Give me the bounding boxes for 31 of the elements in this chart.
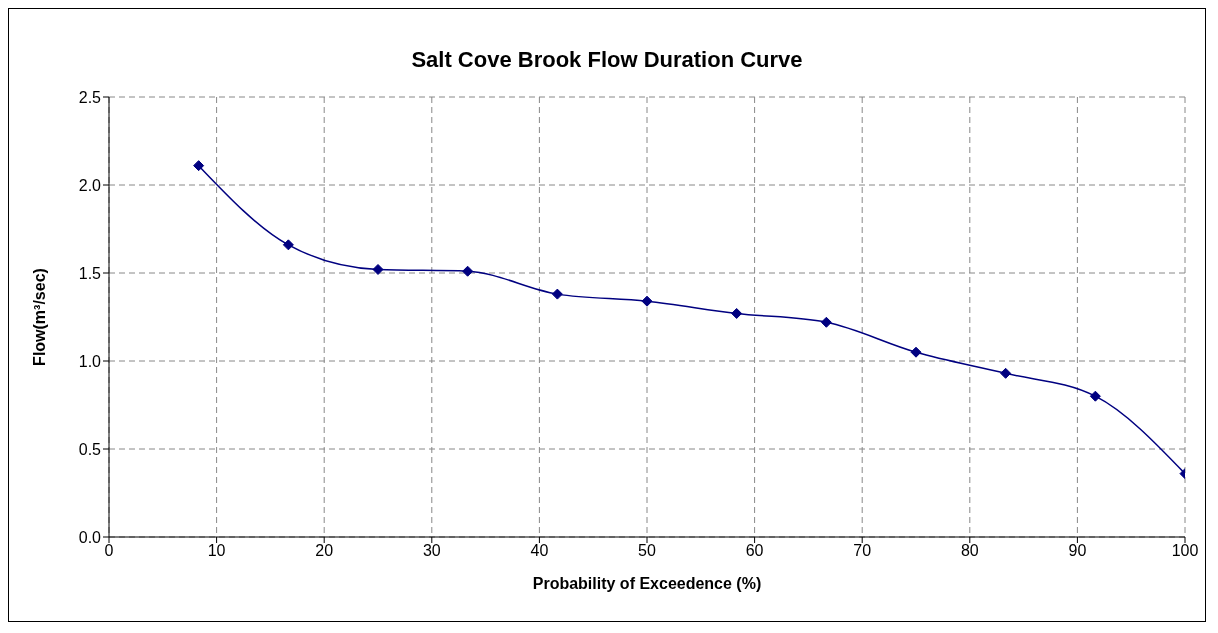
y-tick-label: 2.0 (78, 176, 102, 194)
point (1000, 367, 1012, 379)
point (820, 316, 832, 328)
x-tick-label: 30 (422, 542, 441, 560)
x-tick-label: 0 (104, 542, 114, 560)
x-axis-title: Probability of Exceedence (%) (532, 575, 762, 592)
y-tick-label: 0.5 (78, 440, 102, 458)
point (372, 263, 384, 275)
point (910, 346, 922, 358)
x-tick-label: 10 (207, 542, 226, 560)
point (282, 239, 294, 251)
point (551, 288, 563, 300)
x-tick-label: 60 (745, 542, 764, 560)
x-tick-label: 40 (530, 542, 549, 560)
x-tick-label: 90 (1068, 542, 1087, 560)
point (731, 307, 743, 319)
y-tick-label: 1.0 (78, 352, 102, 370)
y-tick-label: 2.5 (78, 88, 102, 106)
x-tick-label: 50 (638, 542, 656, 560)
point (462, 265, 474, 277)
x-tick-label: 100 (1171, 542, 1199, 560)
chart-title: Salt Cove Brook Flow Duration Curve (410, 46, 804, 74)
point (193, 160, 205, 172)
x-tick-label: 80 (960, 542, 979, 560)
x-tick-label: 70 (853, 542, 872, 560)
y-tick-label: 0.0 (78, 528, 102, 546)
point (1089, 390, 1101, 402)
point (641, 295, 653, 307)
y-tick-label: 1.5 (78, 264, 102, 282)
y-axis-title: Flow(m³/sec) (30, 268, 48, 366)
x-tick-label: 20 (315, 542, 334, 560)
